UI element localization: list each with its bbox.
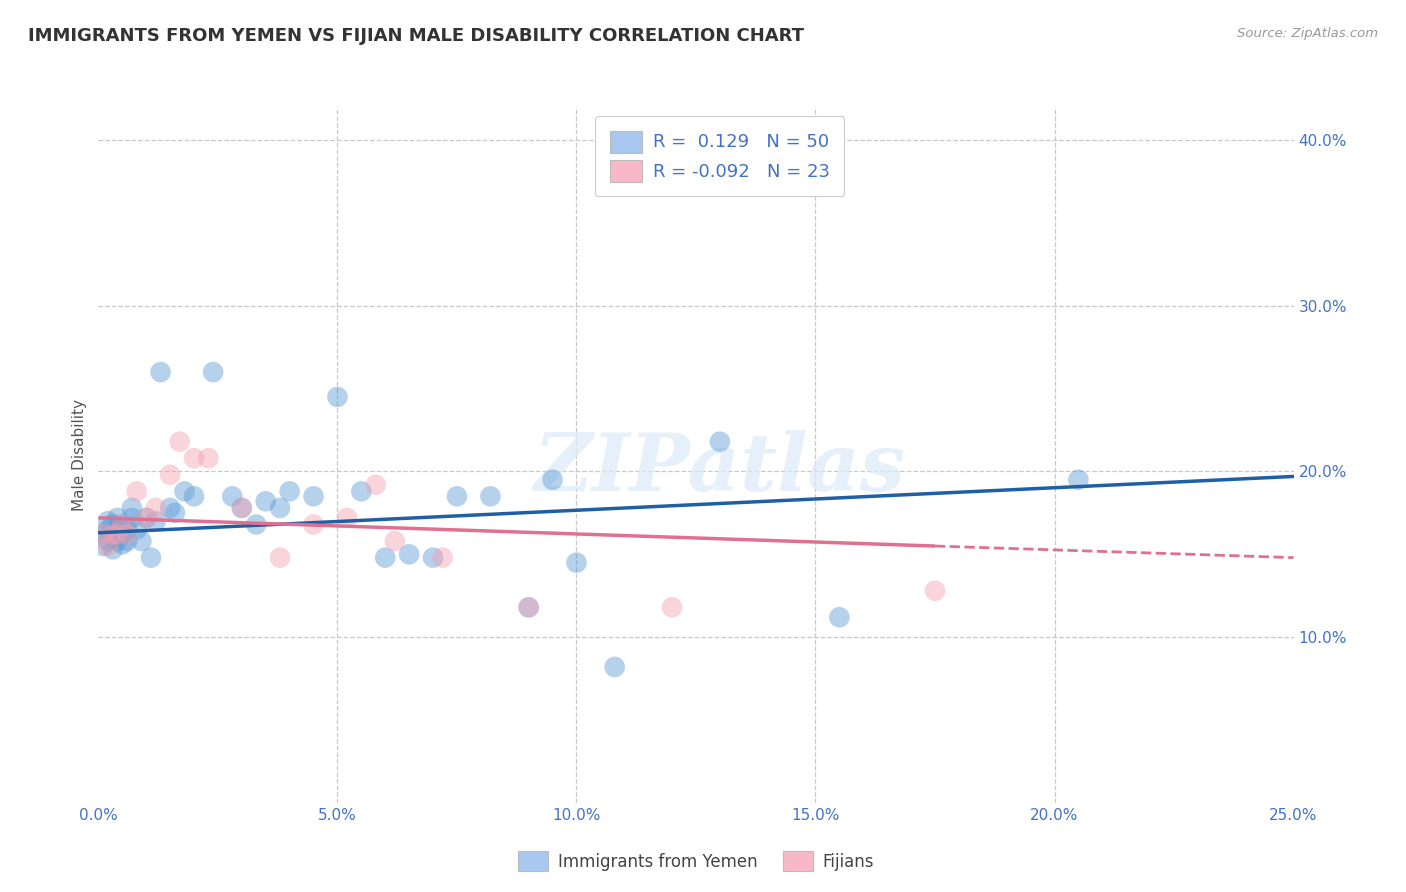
Point	[231, 500, 253, 515]
Point	[125, 484, 148, 499]
Point	[245, 517, 267, 532]
Point	[159, 467, 181, 482]
Point	[139, 550, 162, 565]
Point	[269, 550, 291, 565]
Point	[432, 550, 454, 565]
Point	[101, 517, 124, 532]
Point	[364, 477, 387, 491]
Point	[278, 484, 301, 499]
Point	[131, 534, 153, 549]
Point	[97, 523, 120, 537]
Point	[145, 514, 167, 528]
Point	[111, 517, 134, 532]
Point	[446, 489, 468, 503]
Point	[517, 600, 540, 615]
Point	[254, 494, 277, 508]
Point	[91, 527, 114, 541]
Point	[384, 534, 406, 549]
Point	[479, 489, 502, 503]
Point	[1067, 473, 1090, 487]
Point	[125, 523, 148, 537]
Point	[97, 539, 120, 553]
Point	[202, 365, 225, 379]
Point	[115, 534, 138, 549]
Point	[163, 506, 186, 520]
Point	[422, 550, 444, 565]
Text: Source: ZipAtlas.com: Source: ZipAtlas.com	[1237, 27, 1378, 40]
Point	[398, 547, 420, 561]
Point	[111, 537, 134, 551]
Legend: Immigrants from Yemen, Fijians: Immigrants from Yemen, Fijians	[512, 845, 880, 878]
Point	[541, 473, 564, 487]
Point	[924, 583, 946, 598]
Point	[111, 527, 134, 541]
Point	[661, 600, 683, 615]
Point	[709, 434, 731, 449]
Point	[145, 500, 167, 515]
Point	[302, 517, 325, 532]
Point	[135, 511, 157, 525]
Point	[350, 484, 373, 499]
Text: IMMIGRANTS FROM YEMEN VS FIJIAN MALE DISABILITY CORRELATION CHART: IMMIGRANTS FROM YEMEN VS FIJIAN MALE DIS…	[28, 27, 804, 45]
Point	[269, 500, 291, 515]
Point	[565, 556, 588, 570]
Point	[115, 523, 138, 537]
Point	[97, 534, 120, 549]
Point	[173, 484, 195, 499]
Point	[159, 500, 181, 515]
Point	[135, 511, 157, 525]
Point	[603, 660, 626, 674]
Point	[107, 534, 129, 549]
Point	[221, 489, 243, 503]
Point	[111, 517, 134, 532]
Point	[183, 451, 205, 466]
Point	[97, 514, 120, 528]
Point	[197, 451, 219, 466]
Point	[828, 610, 851, 624]
Y-axis label: Male Disability: Male Disability	[72, 399, 87, 511]
Point	[101, 542, 124, 557]
Point	[107, 511, 129, 525]
Point	[107, 527, 129, 541]
Point	[326, 390, 349, 404]
Text: ZIPatlas: ZIPatlas	[534, 430, 905, 508]
Point	[183, 489, 205, 503]
Point	[169, 434, 191, 449]
Point	[149, 365, 172, 379]
Point	[101, 531, 124, 545]
Point	[302, 489, 325, 503]
Point	[517, 600, 540, 615]
Point	[231, 500, 253, 515]
Point	[121, 511, 143, 525]
Point	[374, 550, 396, 565]
Point	[336, 511, 359, 525]
Point	[115, 527, 138, 541]
Point	[107, 523, 129, 537]
Point	[91, 539, 114, 553]
Point	[101, 527, 124, 541]
Point	[91, 527, 114, 541]
Point	[121, 500, 143, 515]
